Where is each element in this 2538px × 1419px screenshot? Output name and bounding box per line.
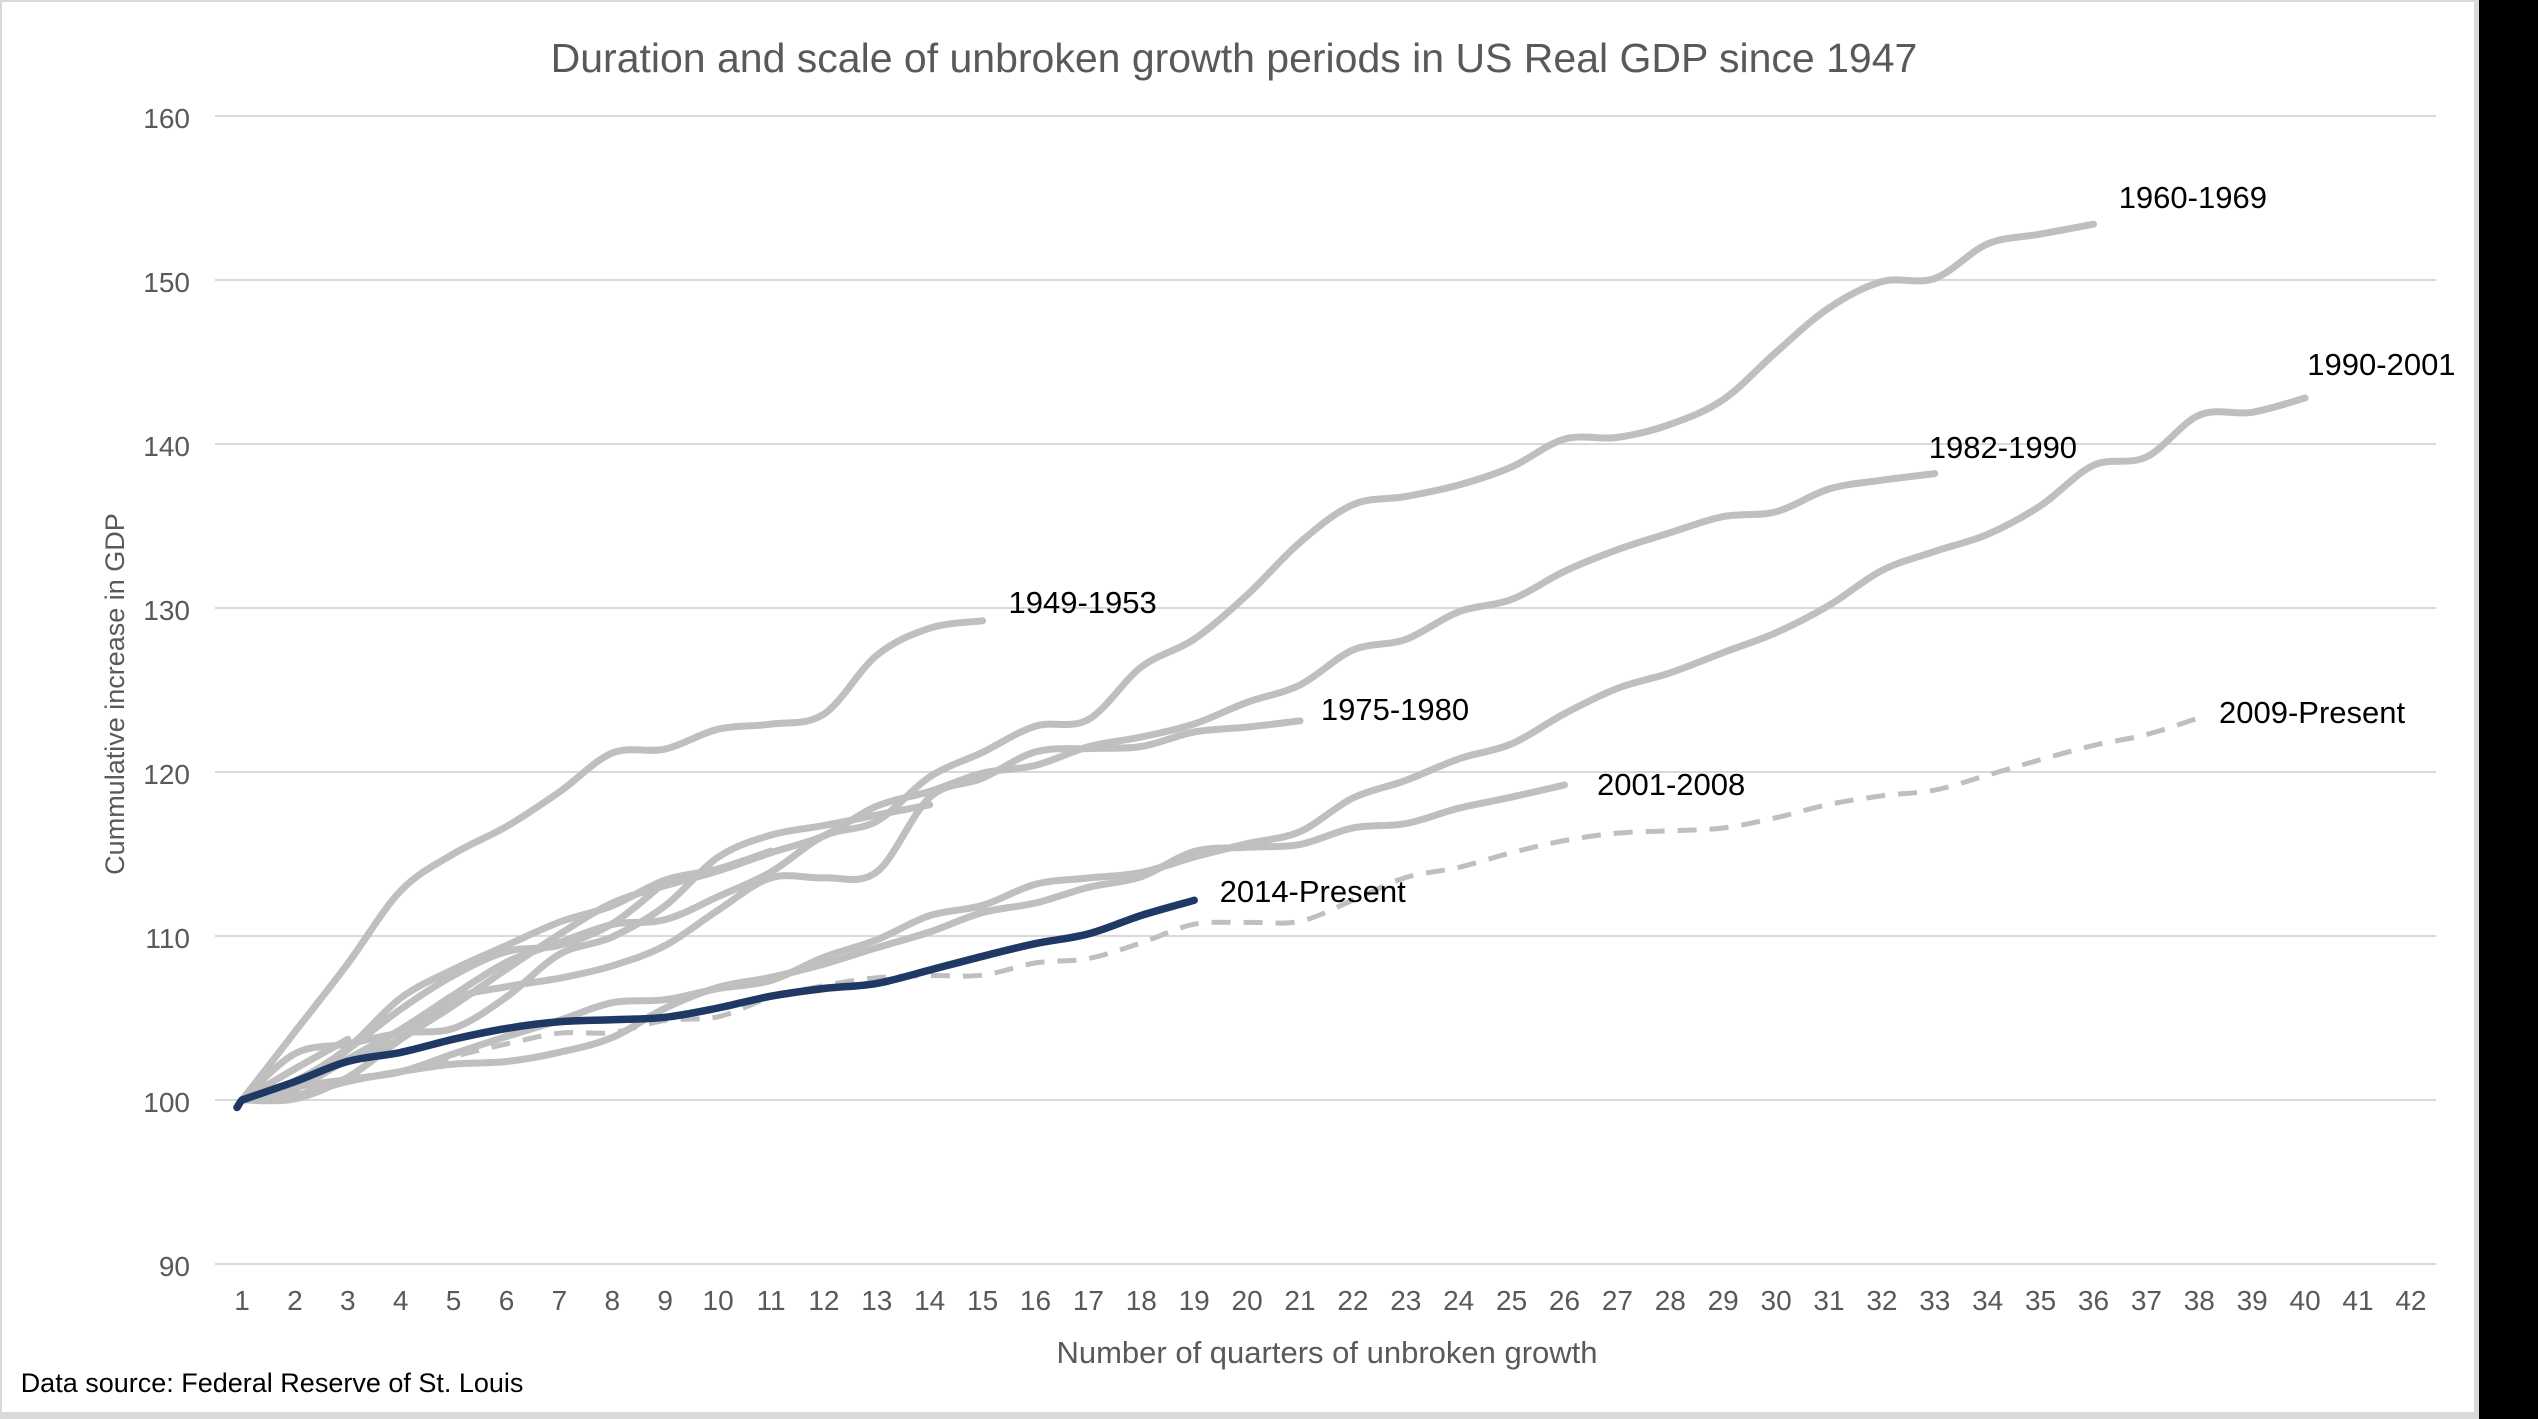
svg-text:23: 23 [1390,1285,1421,1316]
svg-text:8: 8 [605,1285,621,1316]
svg-text:140: 140 [143,431,190,462]
svg-text:1: 1 [234,1285,250,1316]
svg-text:7: 7 [552,1285,568,1316]
svg-text:27: 27 [1602,1285,1633,1316]
svg-text:17: 17 [1073,1285,1104,1316]
svg-text:32: 32 [1866,1285,1897,1316]
svg-text:5: 5 [446,1285,462,1316]
svg-text:12: 12 [808,1285,839,1316]
svg-text:41: 41 [2342,1285,2373,1316]
svg-text:100: 100 [143,1087,190,1118]
svg-text:13: 13 [861,1285,892,1316]
svg-text:1982-1990: 1982-1990 [1929,430,2077,465]
svg-text:31: 31 [1813,1285,1844,1316]
svg-text:Cummulative increase in GDP: Cummulative increase in GDP [100,513,130,875]
svg-text:2001-2008: 2001-2008 [1597,767,1745,802]
svg-text:10: 10 [703,1285,734,1316]
svg-text:3: 3 [340,1285,356,1316]
svg-text:130: 130 [143,595,190,626]
svg-text:40: 40 [2290,1285,2321,1316]
svg-text:38: 38 [2184,1285,2215,1316]
svg-text:36: 36 [2078,1285,2109,1316]
svg-text:1960-1969: 1960-1969 [2119,180,2267,215]
svg-text:30: 30 [1761,1285,1792,1316]
svg-text:24: 24 [1443,1285,1474,1316]
svg-text:21: 21 [1284,1285,1315,1316]
svg-text:6: 6 [499,1285,515,1316]
svg-text:1975-1980: 1975-1980 [1321,692,1469,727]
svg-text:19: 19 [1179,1285,1210,1316]
svg-text:90: 90 [159,1251,190,1282]
svg-text:150: 150 [143,267,190,298]
svg-text:9: 9 [657,1285,673,1316]
svg-text:160: 160 [143,103,190,134]
svg-text:35: 35 [2025,1285,2056,1316]
svg-text:2014-Present: 2014-Present [1220,874,1407,909]
svg-text:18: 18 [1126,1285,1157,1316]
svg-text:2009-Present: 2009-Present [2219,695,2406,730]
svg-text:2: 2 [287,1285,303,1316]
svg-text:110: 110 [145,923,190,954]
svg-text:Data source: Federal Reserve o: Data source: Federal Reserve of St. Loui… [21,1368,524,1398]
svg-text:20: 20 [1232,1285,1263,1316]
svg-text:Number of quarters of unbroken: Number of quarters of unbroken growth [1056,1335,1597,1370]
svg-text:39: 39 [2237,1285,2268,1316]
svg-text:37: 37 [2131,1285,2162,1316]
svg-text:42: 42 [2395,1285,2426,1316]
svg-text:14: 14 [914,1285,945,1316]
svg-text:4: 4 [393,1285,409,1316]
svg-text:22: 22 [1337,1285,1368,1316]
svg-text:Duration and scale of unbroken: Duration and scale of unbroken growth pe… [551,35,1918,81]
svg-text:11: 11 [756,1285,785,1316]
svg-text:120: 120 [143,759,190,790]
svg-text:15: 15 [967,1285,998,1316]
svg-text:28: 28 [1655,1285,1686,1316]
svg-text:16: 16 [1020,1285,1051,1316]
svg-text:1949-1953: 1949-1953 [1009,585,1157,620]
svg-text:26: 26 [1549,1285,1580,1316]
svg-text:1990-2001: 1990-2001 [2307,347,2455,382]
svg-text:25: 25 [1496,1285,1527,1316]
svg-text:33: 33 [1919,1285,1950,1316]
svg-text:29: 29 [1708,1285,1739,1316]
svg-text:34: 34 [1972,1285,2003,1316]
